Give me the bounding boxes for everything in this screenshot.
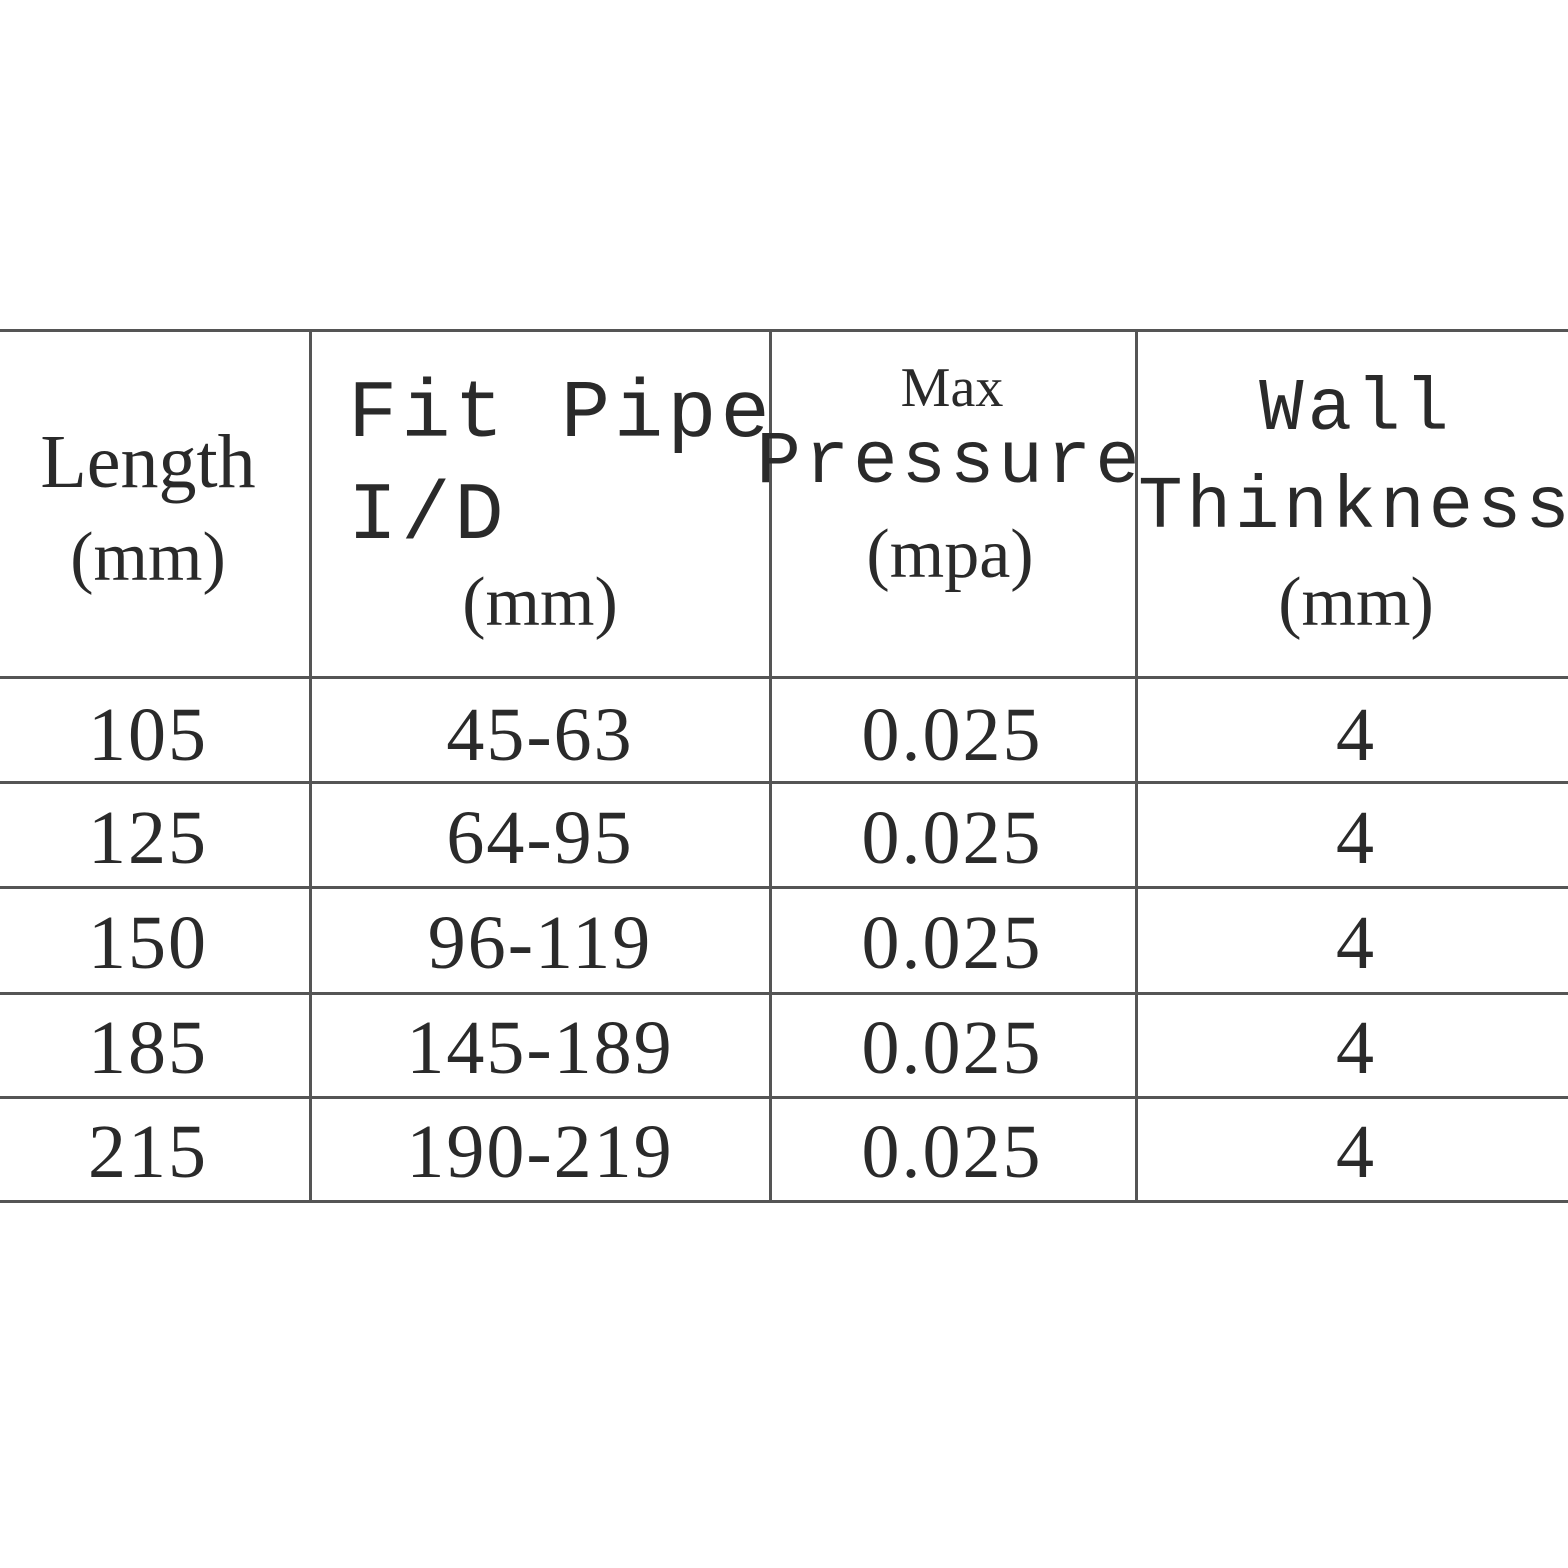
header-text: (mm)	[70, 519, 226, 596]
cell-text: 0.025	[861, 1006, 1043, 1090]
cell-text: 4	[1336, 901, 1376, 985]
cell-text: 4	[1336, 693, 1376, 777]
cell-text: 96-119	[427, 901, 653, 985]
header-text: Length	[40, 420, 256, 504]
cell-text: 190-219	[406, 1110, 674, 1194]
header-text: Wall	[1259, 368, 1453, 452]
row-border	[0, 781, 1568, 784]
row-border	[0, 1096, 1568, 1099]
cell-text: 185	[88, 1006, 208, 1090]
header-text: (mm)	[1278, 564, 1434, 641]
column-border	[1135, 330, 1138, 1203]
header-text: Max	[900, 357, 1004, 419]
cell-text: 45-63	[446, 693, 634, 777]
header-text: (mpa)	[866, 516, 1034, 593]
cell-text: 4	[1336, 1006, 1376, 1090]
cell-text: 0.025	[861, 693, 1043, 777]
header-text: Pressure	[756, 421, 1144, 505]
row-border	[0, 676, 1568, 679]
header-text: I/D	[348, 470, 508, 563]
row-border	[0, 992, 1568, 995]
cell-text: 125	[88, 796, 208, 880]
row-border	[0, 329, 1568, 332]
cell-text: 0.025	[861, 1110, 1043, 1194]
cell-text: 4	[1336, 1110, 1376, 1194]
header-text: Fit Pipe	[348, 368, 774, 461]
cell-text: 0.025	[861, 796, 1043, 880]
row-border	[0, 886, 1568, 889]
column-border	[769, 330, 772, 1203]
cell-text: 145-189	[406, 1006, 674, 1090]
cell-text: 105	[88, 693, 208, 777]
header-text: (mm)	[462, 564, 618, 641]
row-border	[0, 1200, 1568, 1203]
cell-text: 0.025	[861, 901, 1043, 985]
header-text: Thinkness	[1138, 466, 1568, 550]
cell-text: 4	[1336, 796, 1376, 880]
column-border	[309, 330, 312, 1203]
cell-text: 150	[88, 901, 208, 985]
cell-text: 64-95	[446, 796, 634, 880]
cell-text: 215	[88, 1110, 208, 1194]
